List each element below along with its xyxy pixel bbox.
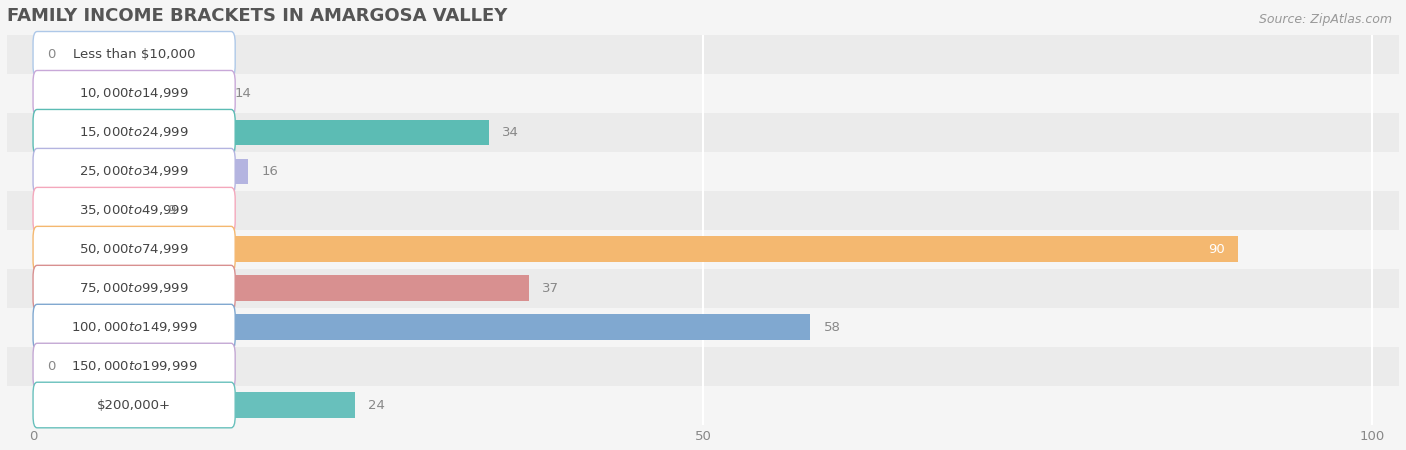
Text: 90: 90	[1208, 243, 1225, 256]
Bar	[34, 158, 247, 184]
Text: $200,000+: $200,000+	[97, 399, 172, 411]
Bar	[34, 353, 41, 379]
FancyBboxPatch shape	[34, 32, 235, 77]
Bar	[34, 315, 810, 340]
Bar	[7, 346, 1399, 386]
FancyBboxPatch shape	[34, 187, 235, 233]
FancyBboxPatch shape	[34, 304, 235, 350]
Bar	[7, 308, 1399, 346]
Text: 58: 58	[824, 320, 841, 333]
Text: FAMILY INCOME BRACKETS IN AMARGOSA VALLEY: FAMILY INCOME BRACKETS IN AMARGOSA VALLE…	[7, 7, 508, 25]
Bar	[7, 74, 1399, 113]
Bar	[7, 269, 1399, 308]
Bar	[7, 113, 1399, 152]
Text: $35,000 to $49,999: $35,000 to $49,999	[79, 203, 188, 217]
Bar	[7, 191, 1399, 230]
Text: $150,000 to $199,999: $150,000 to $199,999	[70, 359, 197, 373]
FancyBboxPatch shape	[34, 343, 235, 389]
Bar	[34, 237, 1239, 262]
Text: 14: 14	[235, 87, 252, 100]
Bar	[7, 35, 1399, 74]
Bar	[7, 230, 1399, 269]
Text: 37: 37	[543, 282, 560, 295]
Bar	[34, 275, 529, 301]
FancyBboxPatch shape	[34, 148, 235, 194]
Text: 0: 0	[48, 48, 55, 61]
Bar	[7, 152, 1399, 191]
Text: $10,000 to $14,999: $10,000 to $14,999	[79, 86, 188, 100]
Bar	[34, 42, 41, 67]
Text: Source: ZipAtlas.com: Source: ZipAtlas.com	[1258, 14, 1392, 27]
FancyBboxPatch shape	[34, 71, 235, 116]
Bar	[34, 120, 489, 145]
Text: Less than $10,000: Less than $10,000	[73, 48, 195, 61]
Bar	[34, 81, 221, 106]
Text: 16: 16	[262, 165, 278, 178]
Text: $75,000 to $99,999: $75,000 to $99,999	[79, 281, 188, 295]
Text: 9: 9	[167, 204, 176, 217]
Text: $50,000 to $74,999: $50,000 to $74,999	[79, 242, 188, 256]
Bar	[7, 386, 1399, 424]
Text: $100,000 to $149,999: $100,000 to $149,999	[70, 320, 197, 334]
FancyBboxPatch shape	[34, 382, 235, 428]
FancyBboxPatch shape	[34, 226, 235, 272]
Text: $15,000 to $24,999: $15,000 to $24,999	[79, 125, 188, 139]
FancyBboxPatch shape	[34, 266, 235, 311]
Text: 24: 24	[368, 399, 385, 411]
Bar	[34, 198, 155, 223]
Text: 0: 0	[48, 360, 55, 373]
Bar	[34, 392, 354, 418]
FancyBboxPatch shape	[34, 109, 235, 155]
Text: $25,000 to $34,999: $25,000 to $34,999	[79, 164, 188, 178]
Text: 34: 34	[502, 126, 519, 139]
